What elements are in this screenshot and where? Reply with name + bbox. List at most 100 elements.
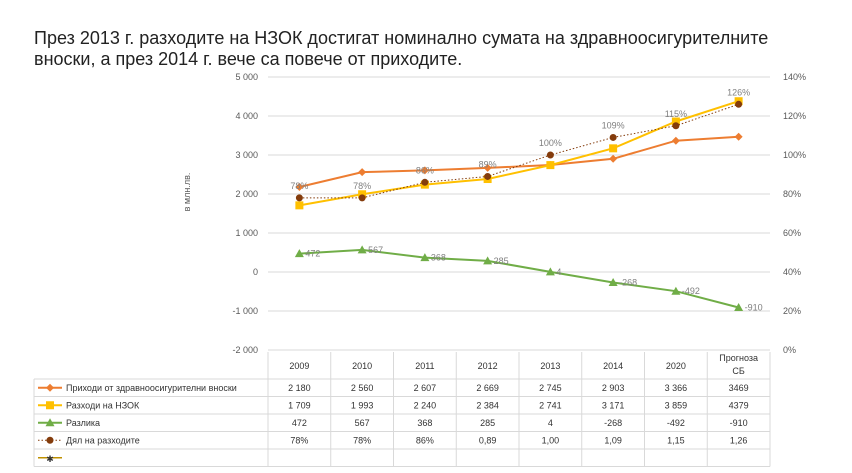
data-point [671,136,680,145]
data-label: 126% [727,87,750,97]
data-label: 78% [290,181,308,191]
table-cell: 472 [292,418,307,428]
table-cell: 285 [480,418,495,428]
x-tick-label: Прогноза [719,353,758,363]
table-cell: 1 709 [288,400,311,410]
data-point [358,168,367,177]
legend-label: Приходи от здравноосигурителни вноски [66,383,237,393]
table-cell: 2 669 [476,383,499,393]
table-cell: 2 240 [414,400,437,410]
data-point [609,144,618,153]
data-point [608,277,618,286]
y-tick-label: 2 000 [235,189,258,199]
table-cell: 567 [355,418,370,428]
table-cell: 2 745 [539,383,562,393]
table-cell: -910 [730,418,748,428]
y2-tick-label: 140% [783,72,806,82]
table-cell: 3 171 [602,400,625,410]
legend-marker: ✱ [46,454,54,464]
y-tick-label: 5 000 [235,72,258,82]
legend-label: Разлика [66,418,100,428]
data-point [420,253,430,262]
table-cell: 2 741 [539,400,562,410]
x-tick-label: СБ [732,366,744,376]
y2-tick-label: 120% [783,111,806,121]
y2-tick-label: 100% [783,150,806,160]
table-cell: -268 [604,418,622,428]
data-label: 368 [431,253,446,263]
data-label: 78% [353,181,371,191]
y-tick-label: -2 000 [232,345,258,355]
data-point [672,122,680,130]
y-axis-label: в млн.лв. [182,173,192,212]
table-cell: 1 993 [351,400,374,410]
table-cell: 78% [290,435,308,445]
series-line [299,100,739,207]
chart-title: През 2013 г. разходите на НЗОК достигат … [34,28,769,69]
data-label: -910 [745,302,763,312]
legend-marker [45,418,55,427]
data-point [357,245,367,254]
data-point [735,100,743,108]
table-cell: 1,26 [730,435,748,445]
table-cell: 0,89 [479,435,497,445]
table-cell: 2 180 [288,383,311,393]
data-label: -268 [619,277,637,287]
x-tick-label: 2010 [352,361,372,371]
data-label: 109% [602,120,625,130]
y-tick-label: 0 [253,267,258,277]
table-cell: 2 607 [414,383,437,393]
y2-tick-label: 60% [783,228,801,238]
table-cell: 78% [353,435,371,445]
data-point [421,178,429,186]
x-tick-label: 2013 [540,361,560,371]
data-point [294,249,304,258]
data-label: -492 [682,286,700,296]
data-label: 115% [665,109,687,119]
legend-marker [46,383,54,392]
data-point [295,194,303,202]
data-label: 4 [556,267,561,277]
table-cell: 4 [548,418,553,428]
data-label: 567 [368,245,383,255]
table-cell: -492 [667,418,685,428]
data-label: 89% [479,159,497,169]
table-cell: 368 [417,418,432,428]
legend-label: Дял на разходите [66,435,140,445]
legend-label: Разходи на НЗОК [66,400,140,410]
data-label: 100% [539,138,562,148]
y-tick-label: 4 000 [235,111,258,121]
data-point [484,172,492,180]
data-point [358,190,367,199]
y-tick-label: 3 000 [235,150,258,160]
series-line [299,103,739,199]
table-cell: 86% [416,435,434,445]
x-tick-label: 2009 [289,361,309,371]
data-point [671,286,681,295]
data-point [545,267,555,276]
data-point [295,182,304,191]
data-point [609,133,617,141]
table-cell: 1,00 [542,435,560,445]
data-point [734,132,743,141]
y-tick-label: -1 000 [232,306,258,316]
data-label: 285 [494,256,509,266]
table-cell: 2 384 [476,400,499,410]
table-cell: 3469 [729,383,749,393]
legend-marker [46,436,54,444]
data-point [295,201,304,210]
data-point [546,151,554,159]
x-tick-label: 2014 [603,361,623,371]
table-cell: 1,15 [667,435,685,445]
data-point [609,154,618,163]
data-label: 86% [416,165,434,175]
table-cell: 3 859 [665,400,688,410]
x-tick-label: 2012 [478,361,498,371]
data-point [734,302,744,311]
y2-tick-label: 40% [783,267,801,277]
data-point [671,117,680,126]
data-point [483,256,493,265]
x-tick-label: 2020 [666,361,686,371]
y-tick-label: 1 000 [235,228,258,238]
